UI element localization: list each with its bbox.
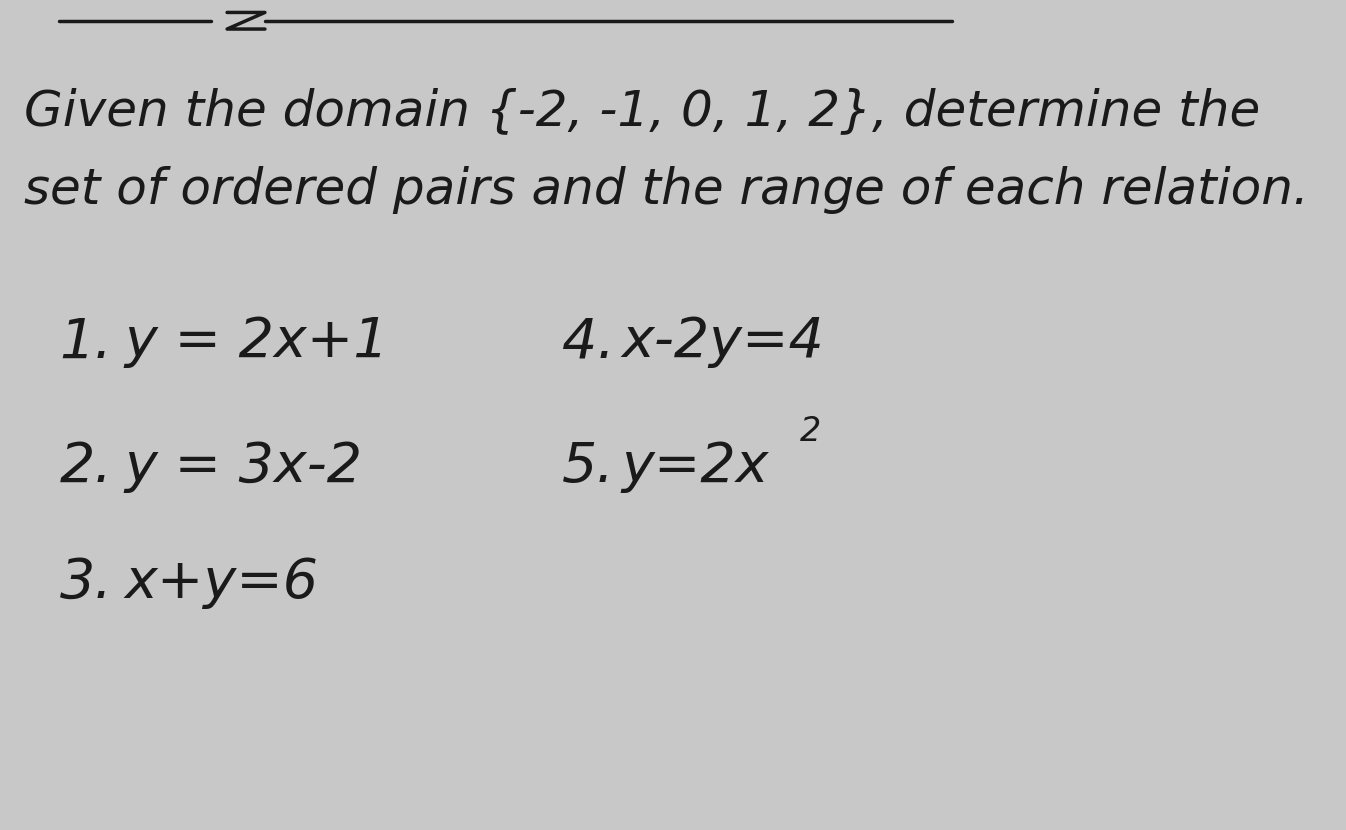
Text: y = 2x+1: y = 2x+1 xyxy=(124,315,389,369)
Text: set of ordered pairs and the range of each relation.: set of ordered pairs and the range of ea… xyxy=(24,166,1308,214)
Text: 2.: 2. xyxy=(59,440,112,493)
Text: 2: 2 xyxy=(800,415,821,448)
Text: 1.: 1. xyxy=(59,315,112,369)
Text: Given the domain {-2, -1, 0, 1, 2}, determine the: Given the domain {-2, -1, 0, 1, 2}, dete… xyxy=(24,87,1260,135)
Text: 3.: 3. xyxy=(59,556,112,609)
Text: x+y=6: x+y=6 xyxy=(124,556,319,609)
Text: 5.: 5. xyxy=(563,440,615,493)
Text: y=2x: y=2x xyxy=(622,440,770,493)
Text: x-2y=4: x-2y=4 xyxy=(622,315,825,369)
Text: 4.: 4. xyxy=(563,315,615,369)
Text: y = 3x-2: y = 3x-2 xyxy=(124,440,362,493)
